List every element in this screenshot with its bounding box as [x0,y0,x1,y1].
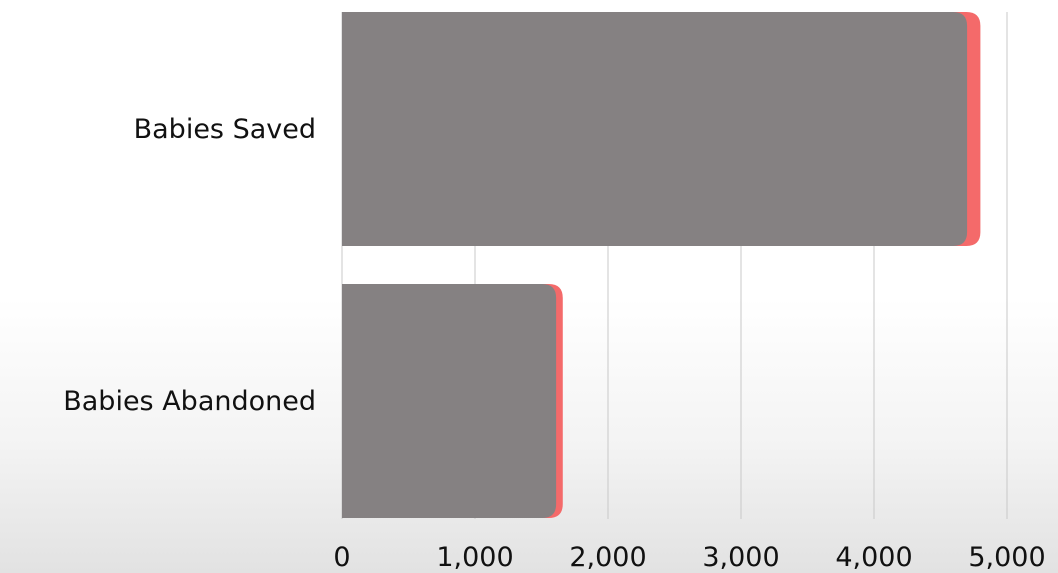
x-tick-label: 3,000 [702,542,779,573]
x-tick-label: 4,000 [835,542,912,573]
bar-main-segment [342,12,968,246]
x-tick-label: 5,000 [968,542,1045,573]
x-tick-label: 1,000 [436,542,513,573]
category-labels: Babies Saved Babies Abandoned [63,114,316,417]
x-tick-label: 2,000 [569,542,646,573]
x-axis-tick-labels: 0 1,000 2,000 3,000 4,000 5,000 [333,542,1045,573]
category-label: Babies Saved [134,114,316,145]
bars [342,12,981,518]
bar-main-segment [342,284,557,518]
category-label: Babies Abandoned [63,386,316,417]
x-tick-label: 0 [333,542,350,573]
